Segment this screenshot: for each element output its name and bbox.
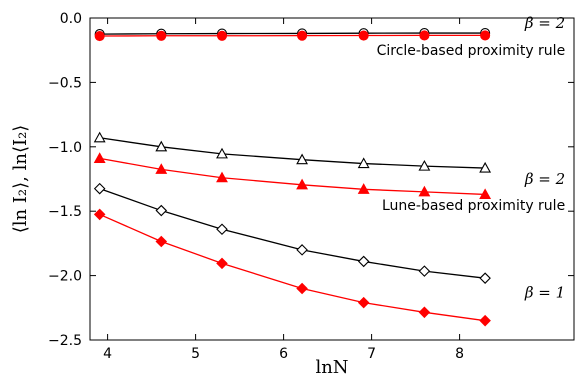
data-point-triangle (357, 183, 370, 194)
series-2 (93, 131, 492, 173)
series-0 (94, 28, 491, 40)
plot-frame (89, 17, 575, 341)
series-4 (93, 182, 491, 284)
data-point-circle (358, 30, 369, 41)
data-point-triangle (216, 171, 228, 183)
data-point-triangle (93, 152, 106, 163)
data-point-circle (156, 30, 167, 41)
data-point-triangle (216, 147, 228, 159)
data-point-diamond (155, 204, 168, 217)
y-tick-label: −2.5 (48, 333, 82, 349)
data-point-triangle (155, 163, 168, 174)
beta-annotation: β = 2 (524, 170, 565, 188)
data-point-triangle (418, 185, 431, 197)
series-layer (93, 28, 492, 327)
x-axis-ticks: 4 5 6 7 8 (103, 18, 464, 362)
data-point-diamond (418, 265, 431, 277)
data-point-triangle (296, 153, 309, 165)
x-tick-label: 7 (367, 346, 376, 362)
data-point-triangle (155, 140, 168, 152)
series-line (99, 213, 486, 322)
data-point-diamond (216, 223, 228, 236)
series-line (99, 157, 486, 196)
beta-annotation: β = 2 (524, 14, 565, 32)
data-point-diamond (216, 257, 228, 270)
series-3 (93, 152, 492, 200)
data-point-diamond (93, 182, 106, 195)
data-point-circle (480, 30, 491, 41)
data-point-diamond (155, 235, 168, 248)
series-5 (93, 208, 491, 327)
series-1 (94, 30, 491, 42)
x-axis-label: lnN (315, 357, 348, 378)
y-tick-label: −0.5 (48, 75, 82, 91)
data-point-diamond (357, 296, 370, 309)
data-point-circle (297, 30, 308, 41)
y-tick-label: −1.0 (48, 140, 82, 156)
x-tick-label: 6 (279, 346, 288, 362)
data-point-diamond (93, 208, 106, 221)
rule-annotation: Circle-based proximity rule (377, 43, 566, 59)
y-tick-label: −1.5 (48, 204, 82, 220)
y-axis-ticks: 0.0 −0.5 −1.0 −1.5 −2.0 −2.5 (48, 11, 574, 349)
data-point-triangle (357, 157, 370, 169)
x-tick-label: 4 (103, 346, 112, 362)
data-point-diamond (296, 282, 308, 295)
data-point-diamond (296, 244, 308, 256)
data-point-triangle (296, 178, 309, 190)
data-point-circle (216, 30, 228, 41)
data-point-triangle (93, 131, 106, 143)
data-point-diamond (357, 255, 370, 268)
data-point-triangle (479, 188, 492, 200)
data-point-circle (419, 30, 430, 41)
rule-annotation: Lune-based proximity rule (382, 198, 565, 214)
series-line (99, 137, 486, 169)
data-point-circle (94, 30, 105, 42)
beta-annotation: β = 1 (524, 283, 565, 301)
x-tick-label: 8 (455, 346, 464, 362)
data-point-diamond (479, 272, 491, 284)
data-point-triangle (479, 161, 492, 173)
y-axis-label: ⟨ln I₂⟩, ln⟨I₂⟩ (10, 125, 31, 234)
x-tick-label: 5 (191, 346, 200, 362)
y-tick-label: −2.0 (48, 269, 82, 285)
data-point-diamond (418, 306, 431, 319)
annotations: β = 2 Circle-based proximity rule β = 2 Lun… (377, 14, 566, 301)
data-point-triangle (418, 159, 431, 171)
y-tick-label: 0.0 (60, 11, 82, 27)
data-point-diamond (479, 314, 491, 327)
